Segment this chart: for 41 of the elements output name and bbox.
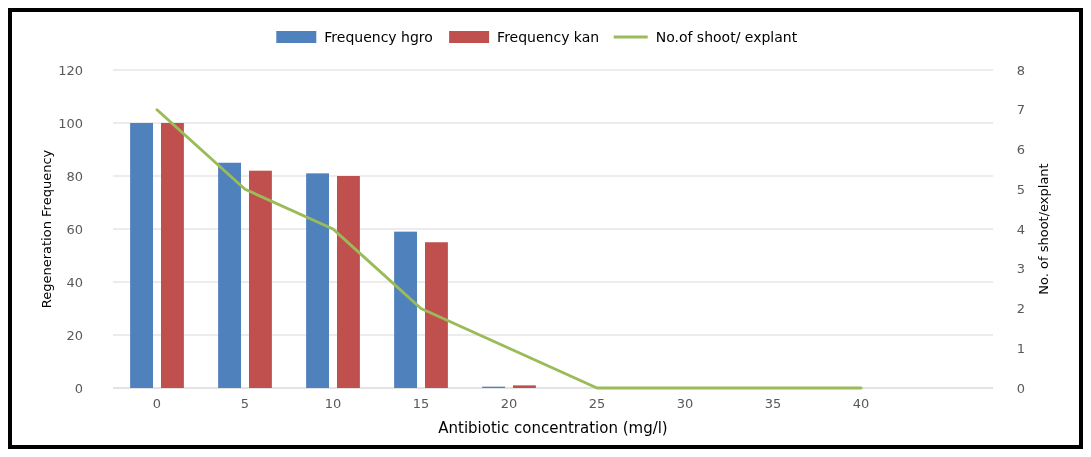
line-series xyxy=(155,108,863,390)
y-tick-label: 120 xyxy=(58,62,83,78)
x-tick-label: 35 xyxy=(764,396,782,411)
x-tick-label: 15 xyxy=(412,396,430,411)
y-tick-label: 0 xyxy=(74,380,83,396)
x-tick-label: 0 xyxy=(152,396,162,411)
y-axis-title: Regeneration Frequency xyxy=(39,149,54,309)
legend-label: Frequency kan xyxy=(497,29,600,45)
y2-tick-label: 6 xyxy=(1016,142,1026,158)
bar xyxy=(513,385,536,388)
y-tick-label: 100 xyxy=(58,115,83,131)
bar xyxy=(425,242,448,388)
y-tick-label: 40 xyxy=(66,274,83,290)
y2-axis-title: No. of shoot/explant xyxy=(1036,163,1051,295)
bar xyxy=(337,176,360,388)
y2-tick-label: 3 xyxy=(1016,261,1026,277)
y-tick-label: 20 xyxy=(66,327,83,343)
bar xyxy=(130,123,153,388)
y2-tick-label: 2 xyxy=(1016,301,1026,317)
y-tick-label: 60 xyxy=(66,221,83,237)
y2-tick-label: 1 xyxy=(1016,340,1026,356)
x-tick-label: 10 xyxy=(324,396,342,411)
x-tick-label: 40 xyxy=(852,396,870,411)
x-tick-label: 25 xyxy=(588,396,606,411)
y2-tick-label: 7 xyxy=(1016,102,1026,118)
y2-tick-label: 4 xyxy=(1016,221,1026,237)
x-axis-title: Antibiotic concentration (mg/l) xyxy=(438,419,668,437)
x-tick-label: 5 xyxy=(240,396,250,411)
legend-label: No.of shoot/ explant xyxy=(655,29,798,45)
bar xyxy=(306,173,329,388)
bar xyxy=(218,162,241,388)
x-tick-label: 30 xyxy=(676,396,694,411)
y2-tick-label: 5 xyxy=(1016,181,1026,197)
bar xyxy=(394,231,417,388)
y2-tick-label: 0 xyxy=(1016,380,1026,396)
legend-label: Frequency hgro xyxy=(324,29,433,45)
bar xyxy=(161,123,184,388)
bar xyxy=(249,170,272,388)
y2-tick-label: 8 xyxy=(1016,62,1026,78)
y-tick-label: 80 xyxy=(66,168,83,184)
x-tick-label: 20 xyxy=(500,396,518,411)
